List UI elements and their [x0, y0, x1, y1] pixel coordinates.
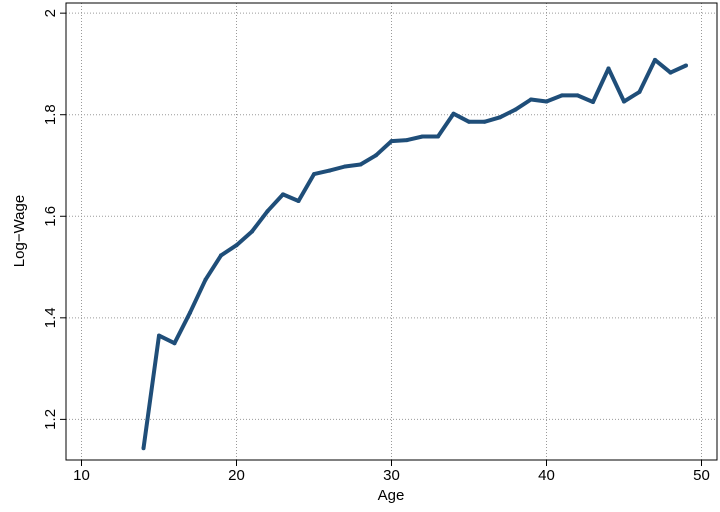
- x-tick-label: 50: [693, 467, 710, 484]
- data-point: [358, 162, 363, 167]
- data-point: [234, 243, 239, 248]
- x-tick-label: 10: [73, 467, 90, 484]
- data-point: [529, 97, 533, 102]
- data-point: [482, 119, 487, 124]
- data-point: [575, 93, 580, 98]
- data-point: [250, 229, 254, 234]
- data-point: [219, 253, 223, 258]
- data-point: [436, 134, 440, 139]
- data-point: [637, 89, 642, 94]
- data-point: [467, 119, 471, 124]
- data-point: [389, 139, 394, 144]
- data-point: [327, 168, 332, 173]
- data-point: [141, 446, 146, 451]
- data-point: [374, 153, 378, 158]
- data-point: [591, 100, 595, 104]
- data-point: [622, 99, 626, 104]
- data-point: [498, 115, 502, 120]
- y-axis-title: Log−Wage: [11, 195, 28, 267]
- data-point: [513, 107, 518, 112]
- y-tick-label: 1.4: [42, 307, 59, 328]
- series-line: [141, 57, 687, 449]
- x-axis-title: Age: [378, 487, 405, 504]
- y-tick-label: 1.8: [42, 104, 59, 125]
- data-point: [265, 209, 270, 214]
- data-point: [172, 341, 177, 346]
- y-tick-label: 2: [42, 9, 59, 17]
- data-point: [203, 277, 208, 282]
- data-point: [296, 199, 301, 203]
- data-point: [451, 111, 456, 116]
- axis-ticks: 10 20 30 40 50 1.2 1.4 1.6 1.8 2: [42, 9, 710, 484]
- data-point: [343, 164, 347, 169]
- data-point: [684, 63, 688, 68]
- data-point: [560, 93, 564, 98]
- data-point: [668, 70, 673, 75]
- data-point: [420, 134, 425, 139]
- x-tick-label: 40: [538, 467, 555, 484]
- data-point: [653, 57, 657, 62]
- y-tick-label: 1.6: [42, 206, 59, 227]
- y-tick-label: 1.2: [42, 409, 59, 430]
- data-point: [157, 333, 161, 338]
- data-series: [141, 57, 688, 451]
- data-point: [281, 192, 285, 197]
- data-point: [606, 66, 611, 71]
- x-tick-label: 20: [228, 467, 245, 484]
- grid-lines: [66, 3, 717, 460]
- x-tick-label: 30: [383, 467, 400, 484]
- data-point: [544, 99, 549, 104]
- data-point: [405, 138, 409, 143]
- data-point: [188, 310, 192, 315]
- data-point: [312, 172, 316, 177]
